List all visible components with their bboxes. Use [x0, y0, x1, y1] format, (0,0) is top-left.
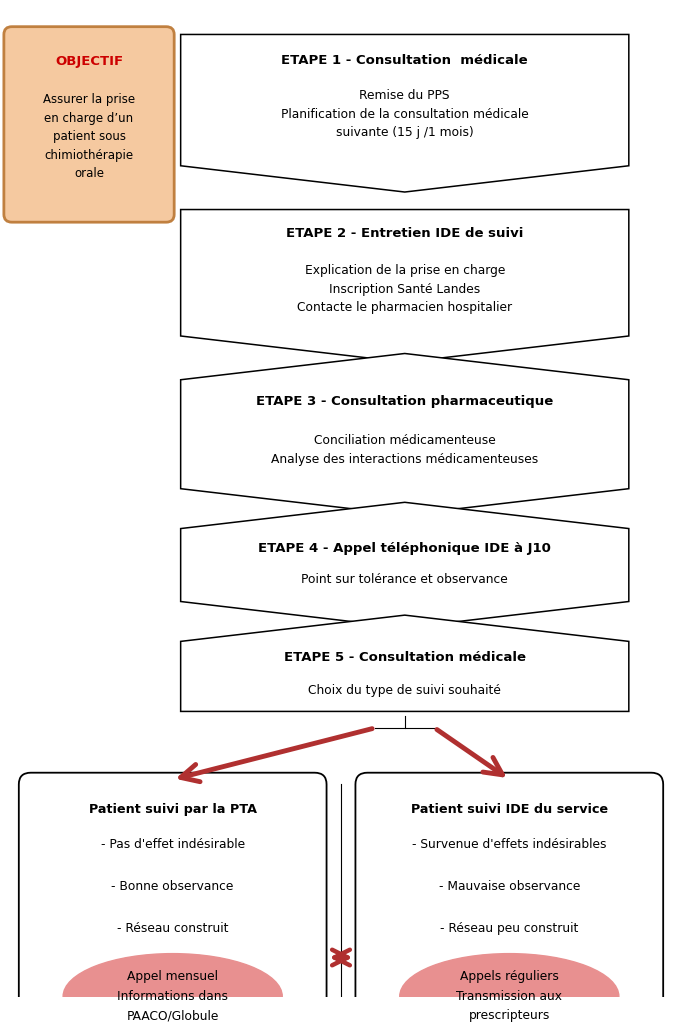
Text: ETAPE 4 - Appel téléphonique IDE à J10: ETAPE 4 - Appel téléphonique IDE à J10	[258, 542, 551, 555]
Ellipse shape	[400, 953, 619, 1024]
Ellipse shape	[63, 953, 282, 1024]
Text: Conciliation médicamenteuse
Analyse des interactions médicamenteuses: Conciliation médicamenteuse Analyse des …	[271, 434, 539, 466]
Text: ETAPE 2 - Entretien IDE de suivi: ETAPE 2 - Entretien IDE de suivi	[286, 227, 524, 241]
FancyBboxPatch shape	[4, 27, 174, 222]
Polygon shape	[180, 210, 629, 362]
Polygon shape	[180, 35, 629, 193]
Text: Patient suivi par la PTA: Patient suivi par la PTA	[89, 803, 257, 816]
Text: Appel mensuel
Informations dans
PAACO/Globule: Appel mensuel Informations dans PAACO/Gl…	[117, 971, 228, 1022]
Polygon shape	[180, 503, 629, 628]
Text: OBJECTIF: OBJECTIF	[55, 55, 123, 69]
Polygon shape	[180, 615, 629, 712]
Text: Assurer la prise
en charge d’un
patient sous
chimiothérapie
orale: Assurer la prise en charge d’un patient …	[43, 93, 135, 180]
Text: Appels réguliers
Transmission aux
prescripteurs: Appels réguliers Transmission aux prescr…	[456, 971, 563, 1022]
Text: - Pas d'effet indésirable

- Bonne observance

- Réseau construit: - Pas d'effet indésirable - Bonne observ…	[101, 838, 244, 935]
Text: ETAPE 1 - Consultation  médicale: ETAPE 1 - Consultation médicale	[281, 54, 528, 68]
FancyBboxPatch shape	[19, 773, 327, 1024]
Text: Explication de la prise en charge
Inscription Santé Landes
Contacte le pharmacie: Explication de la prise en charge Inscri…	[297, 264, 512, 314]
Text: Remise du PPS
Planification de la consultation médicale
suivante (15 j /1 mois): Remise du PPS Planification de la consul…	[281, 89, 528, 139]
FancyBboxPatch shape	[355, 773, 663, 1024]
Text: ETAPE 3 - Consultation pharmaceutique: ETAPE 3 - Consultation pharmaceutique	[256, 394, 554, 408]
Text: ETAPE 5 - Consultation médicale: ETAPE 5 - Consultation médicale	[284, 651, 526, 665]
Polygon shape	[180, 353, 629, 515]
Text: Point sur tolérance et observance: Point sur tolérance et observance	[302, 572, 508, 586]
Text: - Survenue d'effets indésirables

- Mauvaise observance

- Réseau peu construit: - Survenue d'effets indésirables - Mauva…	[412, 838, 607, 935]
Text: Patient suivi IDE du service: Patient suivi IDE du service	[411, 803, 608, 816]
Text: Choix du type de suivi souhaité: Choix du type de suivi souhaité	[308, 684, 501, 696]
